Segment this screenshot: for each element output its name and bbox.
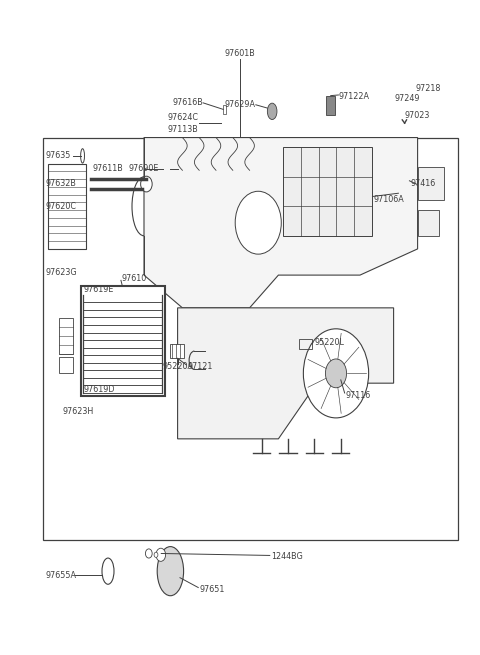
Bar (418, 210, 439, 236)
Text: 97122A: 97122A (338, 92, 370, 101)
Bar (59, 357, 73, 373)
Circle shape (303, 329, 369, 418)
Polygon shape (144, 138, 418, 308)
Ellipse shape (157, 546, 183, 596)
Text: 97690E: 97690E (129, 164, 159, 174)
Text: 97218: 97218 (415, 84, 441, 93)
Text: 1244BG: 1244BG (271, 552, 303, 561)
Text: 97116: 97116 (346, 391, 371, 400)
Circle shape (145, 549, 152, 558)
Text: 97620C: 97620C (46, 202, 77, 211)
Text: 97623G: 97623G (46, 268, 77, 277)
Text: 97635: 97635 (46, 151, 71, 160)
Ellipse shape (102, 558, 114, 584)
Text: 97629A: 97629A (224, 100, 255, 109)
Text: 97601B: 97601B (225, 48, 255, 58)
Polygon shape (178, 308, 394, 439)
Text: 97113B: 97113B (167, 124, 198, 134)
Text: 97619E: 97619E (83, 285, 113, 294)
Ellipse shape (267, 103, 277, 119)
Text: 97023: 97023 (404, 111, 430, 121)
Bar (223, 105, 226, 114)
Circle shape (141, 176, 152, 192)
Text: 97121: 97121 (187, 362, 213, 371)
Text: 97624C: 97624C (167, 113, 198, 122)
Bar (418, 167, 444, 200)
Text: 97623H: 97623H (62, 407, 94, 416)
Text: 97106A: 97106A (373, 195, 404, 204)
Bar (326, 96, 335, 115)
Text: 97632B: 97632B (46, 179, 76, 188)
Text: 97655A: 97655A (46, 571, 77, 580)
Circle shape (156, 548, 166, 561)
Bar (48, 164, 86, 249)
Bar (299, 339, 312, 349)
Text: 97651: 97651 (199, 585, 225, 594)
Bar (170, 344, 184, 358)
Circle shape (154, 552, 158, 557)
Bar (59, 318, 73, 354)
Text: 97249: 97249 (395, 94, 420, 103)
Text: 97619D: 97619D (83, 385, 115, 394)
Circle shape (325, 359, 347, 388)
Text: 97611B: 97611B (93, 164, 123, 174)
Text: 95220L: 95220L (314, 338, 344, 347)
Text: 95220A: 95220A (162, 362, 193, 371)
Text: 97416: 97416 (410, 179, 436, 188)
Bar (43, 138, 458, 540)
Bar (81, 286, 165, 396)
Bar (283, 147, 372, 236)
Text: 97610: 97610 (121, 274, 147, 283)
Circle shape (235, 191, 281, 254)
Text: 97616B: 97616B (173, 98, 204, 107)
